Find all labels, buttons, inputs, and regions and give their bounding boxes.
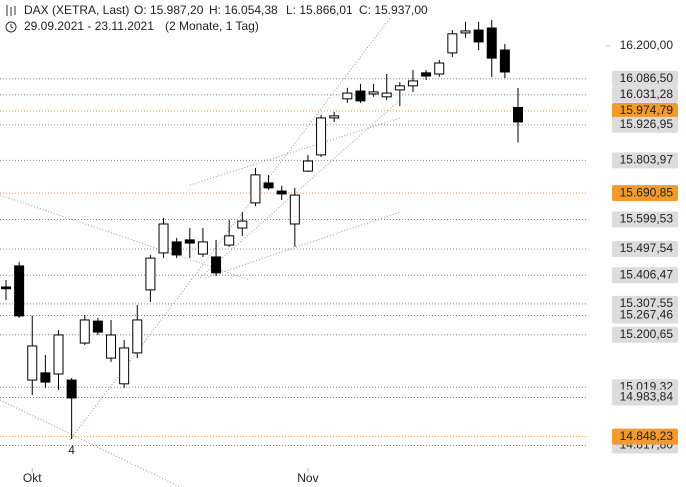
- candle-body: [302, 160, 313, 172]
- level-badge: 14.983,84: [612, 389, 678, 406]
- candle-body: [434, 62, 445, 75]
- candle-body: [394, 85, 405, 91]
- level-badge: 14.848,23: [612, 428, 678, 445]
- y-tick-label: 16.200,00: [620, 38, 674, 52]
- candle-body: [171, 241, 182, 256]
- candle-body: [263, 182, 274, 189]
- candle-body: [53, 334, 64, 375]
- level-label: 14.848,23: [620, 429, 674, 443]
- level-label: 15.599,53: [620, 212, 674, 226]
- candle-body: [132, 319, 143, 354]
- level-box: [612, 86, 678, 103]
- level-box: [612, 428, 678, 445]
- candle-body: [184, 239, 195, 244]
- candle-body: [92, 320, 103, 333]
- candle-body: [289, 194, 300, 225]
- period: (2 Monate, 1 Tag): [165, 19, 259, 33]
- level-box: [612, 240, 678, 257]
- level-label: 14.983,84: [620, 390, 674, 404]
- candle-body: [237, 220, 248, 229]
- level-label: 15.267,46: [620, 308, 674, 322]
- candle-body: [316, 117, 327, 156]
- level-badge: 15.497,54: [612, 240, 678, 257]
- candle-body: [381, 92, 392, 98]
- level-badge: 15.974,79: [612, 103, 678, 120]
- candle-body: [224, 235, 235, 246]
- date-range: 29.09.2021 - 23.11.2021: [24, 19, 154, 33]
- candle-body: [276, 190, 287, 195]
- candle-body: [79, 319, 90, 344]
- candle-body: [158, 223, 169, 254]
- candle-body: [27, 345, 38, 381]
- candle-body: [211, 256, 222, 274]
- level-box: [612, 307, 678, 324]
- candle-body: [355, 90, 366, 102]
- level-label: 15.307,55: [620, 296, 674, 310]
- candle-body: [499, 49, 510, 73]
- level-box: [612, 70, 678, 87]
- candle-body: [407, 80, 418, 87]
- level-box: [612, 103, 678, 120]
- candle-body: [460, 30, 471, 34]
- candle-body: [329, 115, 340, 119]
- level-box: [612, 326, 678, 343]
- candle-body: [486, 27, 497, 59]
- x-tick-label: Nov: [297, 471, 318, 485]
- ohlc-open: O: 15.987,20: [134, 3, 204, 17]
- level-label: 16.031,28: [620, 87, 674, 101]
- x-tick-label: Okt: [23, 471, 42, 485]
- candle-body: [106, 334, 117, 359]
- candle-body: [145, 257, 156, 291]
- level-badge: 15.406,47: [612, 267, 678, 284]
- level-badge: 15.690,85: [612, 185, 678, 202]
- marker-label: 4: [68, 443, 75, 457]
- candle-body: [513, 106, 523, 123]
- candle-body: [473, 29, 484, 43]
- level-badge: 15.267,46: [612, 307, 678, 324]
- trendlines: [0, 17, 401, 487]
- candle-body: [66, 379, 77, 399]
- level-label: 15.803,97: [620, 153, 674, 167]
- candle-body: [40, 372, 51, 383]
- header-icon: [5, 5, 17, 33]
- level-box: [612, 211, 678, 228]
- ohlc-high: H: 16.054,38: [209, 3, 278, 17]
- level-badge: 16.031,28: [612, 86, 678, 103]
- level-label: 15.497,54: [620, 241, 674, 255]
- candle-body: [421, 72, 432, 77]
- level-box: [612, 116, 678, 133]
- candle-body: [14, 265, 25, 317]
- level-label: 15.406,47: [620, 267, 674, 281]
- candle-body: [342, 92, 353, 100]
- chart-title: DAX (XETRA, Last): [24, 3, 129, 17]
- ohlc-close: C: 15.937,00: [359, 3, 428, 17]
- candle-body: [447, 33, 458, 54]
- level-badge: 15.926,95: [612, 116, 678, 133]
- level-label: 15.974,79: [620, 103, 674, 117]
- candle-body: [1, 286, 11, 290]
- level-badge: 16.086,50: [612, 70, 678, 87]
- level-label: 15.200,65: [620, 327, 674, 341]
- level-box: [612, 152, 678, 169]
- level-badge: 15.803,97: [612, 152, 678, 169]
- candle-body: [250, 174, 261, 204]
- level-box: [612, 389, 678, 406]
- level-label: 15.690,85: [620, 185, 674, 199]
- level-badge: 15.599,53: [612, 211, 678, 228]
- level-badge: 15.200,65: [612, 326, 678, 343]
- ohlc-low: L: 15.866,01: [286, 3, 353, 17]
- candle-body: [197, 241, 208, 255]
- level-label: 15.926,95: [620, 117, 674, 131]
- level-box: [612, 185, 678, 202]
- level-label: 16.086,50: [620, 71, 674, 85]
- level-box: [612, 267, 678, 284]
- candle-body: [119, 347, 130, 385]
- candle-body: [368, 91, 379, 95]
